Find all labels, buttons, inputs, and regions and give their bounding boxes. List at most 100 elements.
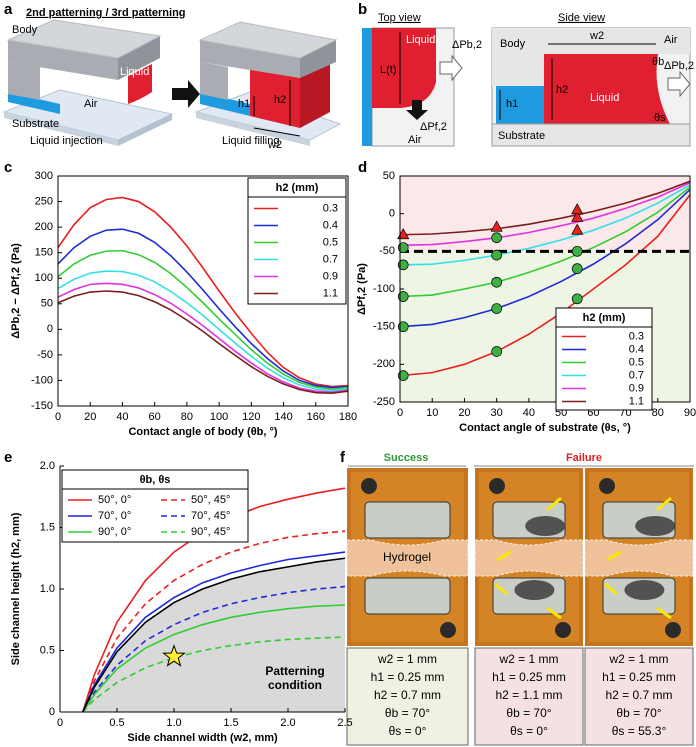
arrow xyxy=(604,582,618,596)
substrate-edge xyxy=(196,112,310,146)
annotation: Patterning xyxy=(265,664,324,678)
hydrogel-label: Hydrogel xyxy=(383,550,431,564)
label: Substrate xyxy=(12,118,59,130)
label: Body xyxy=(12,24,38,36)
body-front xyxy=(200,40,300,78)
label: Failure xyxy=(566,452,602,464)
arrow xyxy=(667,70,691,98)
body xyxy=(492,28,690,54)
legend-label: 1.1 xyxy=(629,395,644,407)
y-tick-label: -150 xyxy=(31,400,53,412)
condition-text: w2 = 1 mm xyxy=(608,652,668,666)
label: θb xyxy=(652,56,664,68)
arrow xyxy=(546,496,562,512)
y-tick-label: 100 xyxy=(35,272,53,284)
legend-label: 70°, 0° xyxy=(98,510,131,522)
label: Side view xyxy=(558,12,605,24)
y-tick-label: -150 xyxy=(373,321,395,333)
electrode xyxy=(361,478,377,494)
zone-fail xyxy=(400,176,690,252)
x-tick-label: 80 xyxy=(652,407,664,419)
legend-label: 0.3 xyxy=(629,330,644,342)
series-line xyxy=(58,249,348,390)
series-line xyxy=(82,551,345,712)
legend-label: 0.4 xyxy=(629,343,644,355)
liquid xyxy=(544,54,670,124)
arrow xyxy=(546,606,562,620)
legend-title: h2 (mm) xyxy=(276,182,319,194)
leak xyxy=(624,580,665,600)
x-axis-label: Contact angle of substrate (θs, °) xyxy=(459,422,631,434)
arrow xyxy=(656,496,672,512)
label: Air xyxy=(664,34,678,46)
arrow xyxy=(439,54,463,82)
condition-text: θb = 70° xyxy=(506,706,551,720)
y-tick-label: 1.0 xyxy=(40,583,55,595)
series-line xyxy=(82,604,345,712)
point xyxy=(571,293,583,305)
channel-top xyxy=(364,501,451,539)
legend-title: θb, θs xyxy=(140,474,171,486)
condition-text: θs = 0° xyxy=(389,724,427,738)
label: h2 xyxy=(274,94,286,106)
series-line xyxy=(400,180,690,236)
leak xyxy=(525,516,566,536)
panel-label: e xyxy=(4,449,12,466)
panel-label: b xyxy=(358,1,367,18)
liquid-filled xyxy=(250,68,300,128)
legend-label: 50°, 45° xyxy=(191,494,230,506)
body-leg xyxy=(200,62,228,100)
y-tick-label: -100 xyxy=(373,283,395,295)
plot-frame xyxy=(399,175,691,403)
legend-label: 0.9 xyxy=(629,382,644,394)
annotation: condition xyxy=(268,678,322,692)
y-tick-label: 50 xyxy=(383,170,395,182)
electrode xyxy=(489,478,505,494)
y-tick-label: 200 xyxy=(35,221,53,233)
y-axis-label: Side channel height (h2, mm) xyxy=(10,512,22,665)
y-tick-label: 250 xyxy=(35,195,53,207)
label: Liquid xyxy=(406,34,435,46)
label: Top view xyxy=(378,12,421,24)
substrate xyxy=(491,123,691,147)
y-tick-label: 0 xyxy=(389,208,395,220)
panel-label: a xyxy=(4,1,13,18)
legend-label: 50°, 0° xyxy=(98,494,131,506)
point xyxy=(571,203,584,215)
x-tick-label: 140 xyxy=(274,411,292,423)
x-tick-label: 30 xyxy=(491,407,503,419)
y-tick-label: 50 xyxy=(41,298,53,310)
point xyxy=(397,321,409,333)
condition-text: θs = 0° xyxy=(510,724,548,738)
x-axis-label: Side channel width (w2, mm) xyxy=(127,732,278,744)
label: Liquid xyxy=(590,92,619,104)
body-top xyxy=(198,21,338,59)
hydrogel xyxy=(584,539,694,577)
x-tick-label: 100 xyxy=(210,411,228,423)
label: Air xyxy=(408,134,422,146)
condition-text: h1 = 0.25 mm xyxy=(602,670,676,684)
arrow xyxy=(606,550,622,562)
series-line xyxy=(82,530,345,712)
panel-label: d xyxy=(358,159,367,176)
x-tick-label: 180 xyxy=(339,411,357,423)
electrode xyxy=(440,622,456,638)
arrow xyxy=(496,550,512,562)
condition-text: θb = 70° xyxy=(385,706,430,720)
series-line xyxy=(400,184,690,266)
panel-label: c xyxy=(4,159,12,176)
condition-box xyxy=(474,647,584,746)
label: Liquid xyxy=(120,66,149,78)
arrow xyxy=(656,606,672,620)
leak xyxy=(635,516,676,536)
legend-label: 70°, 45° xyxy=(191,510,230,522)
boundary-line xyxy=(82,557,346,713)
condition-text: h2 = 0.7 mm xyxy=(374,688,441,702)
x-tick-label: 0 xyxy=(57,717,63,729)
panel-title: 2nd patterning / 3rd patterning xyxy=(26,7,186,19)
hydrogel xyxy=(474,539,584,577)
legend-label: 0.3 xyxy=(323,202,338,214)
condition-text: h1 = 0.25 mm xyxy=(492,670,566,684)
point xyxy=(491,346,503,357)
